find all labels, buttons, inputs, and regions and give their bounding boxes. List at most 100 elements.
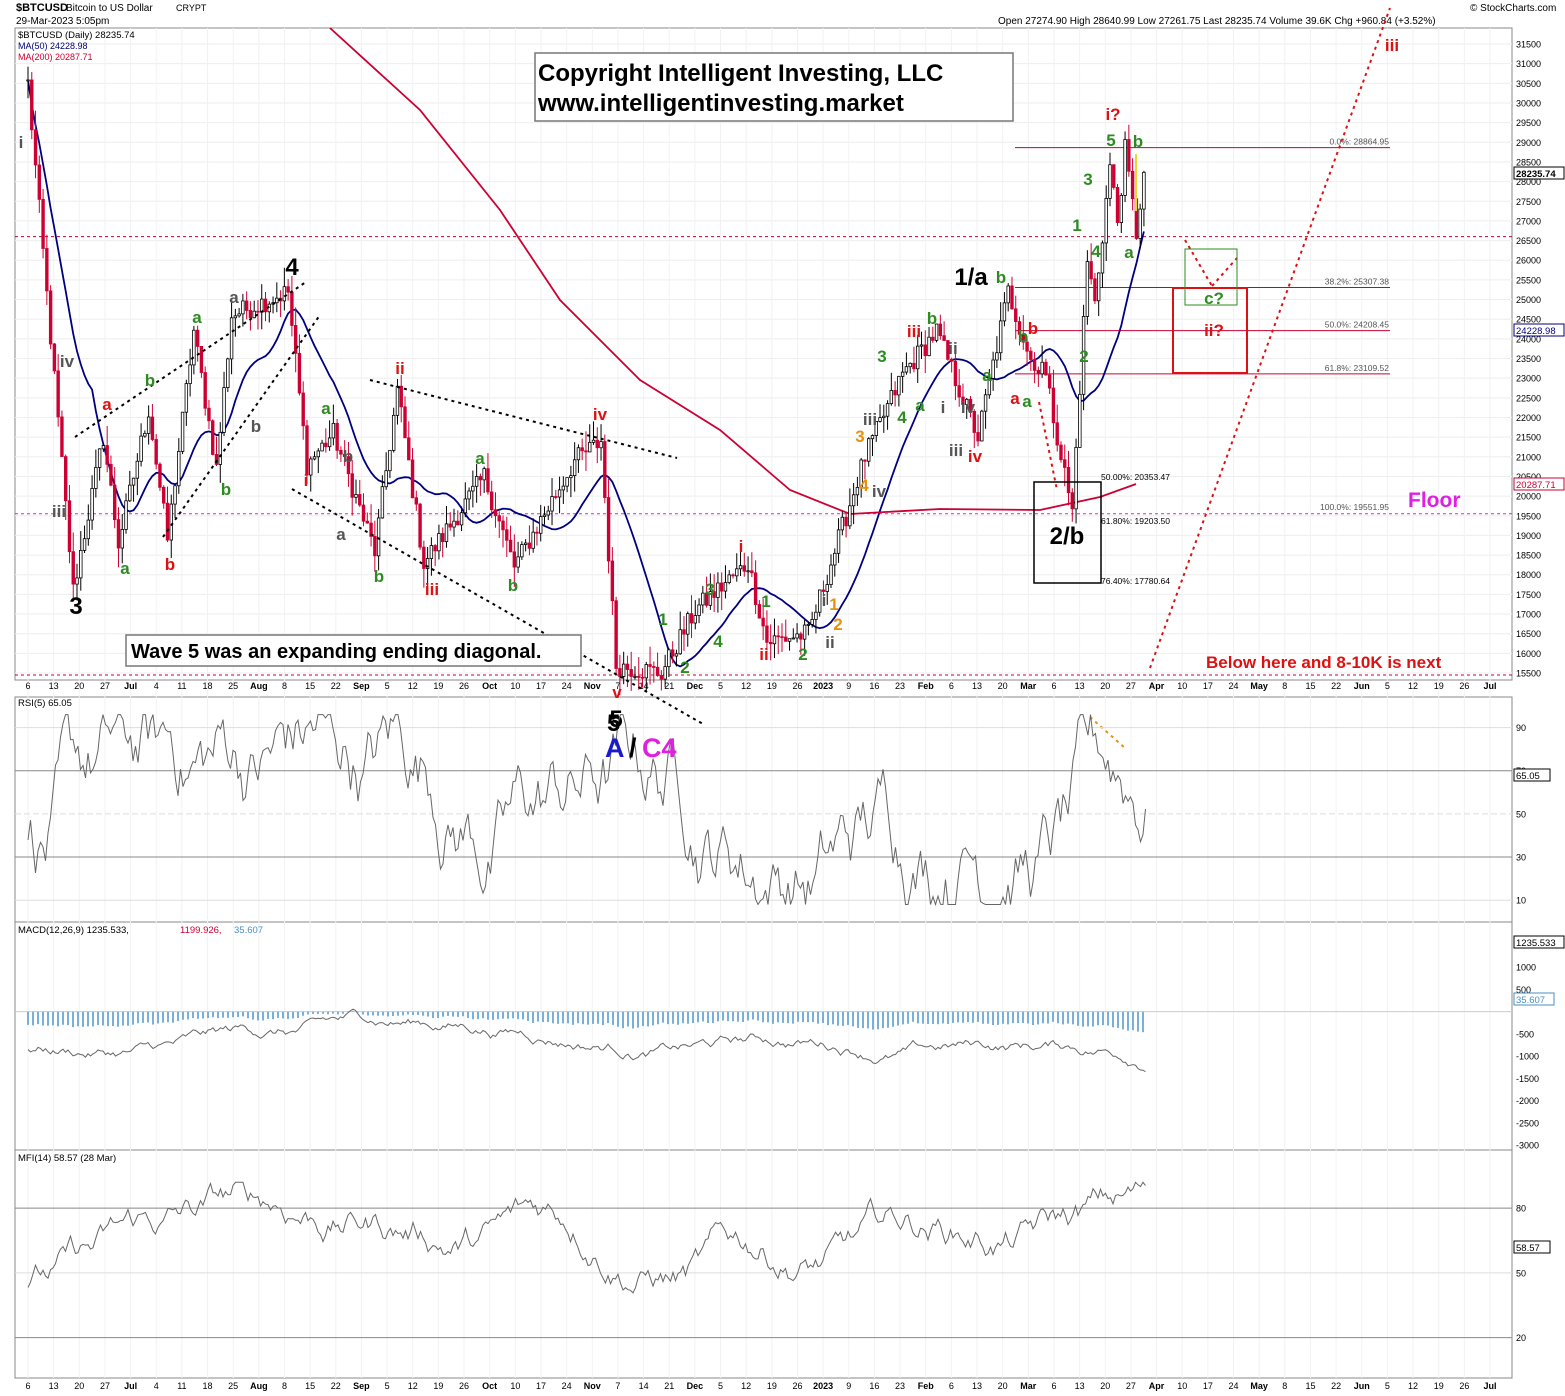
x-tick-label-bottom: 12: [741, 1381, 751, 1391]
candle-body: [931, 336, 935, 341]
wave-label: 3: [877, 347, 886, 366]
x-tick-label-bottom: 14: [639, 1381, 649, 1391]
x-tick-label-bottom: 6: [1051, 1381, 1056, 1391]
candle-body: [335, 422, 339, 451]
candle-body: [440, 533, 445, 543]
wave-label: i?: [1105, 105, 1120, 124]
candle-body: [203, 372, 207, 409]
diagonal-trendline-upper: [74, 281, 307, 438]
wave-label: 5: [1106, 131, 1115, 150]
mfi-tick-label: 20: [1516, 1333, 1526, 1343]
candle-body: [987, 377, 992, 396]
candle-body: [478, 476, 483, 481]
candle-body: [851, 494, 856, 507]
rsi-line: [27, 714, 1146, 907]
candle-body: [1112, 164, 1116, 188]
ma200-tag-text: 20287.71: [1516, 480, 1556, 491]
price-tick-label: 26000: [1516, 256, 1541, 266]
candle-body: [772, 635, 777, 645]
candle-body: [584, 450, 588, 453]
candle-body: [923, 344, 927, 357]
x-tick-label: 24: [1229, 681, 1239, 691]
candle-body: [124, 500, 128, 530]
candle-body: [818, 589, 822, 613]
candle-body: [1115, 187, 1120, 223]
x-tick-label: Jun: [1354, 681, 1370, 691]
candle-body: [154, 439, 158, 465]
candle-body: [1123, 139, 1127, 196]
candle-body: [358, 494, 362, 506]
x-tick-label: 19: [767, 681, 777, 691]
candle-body: [1081, 316, 1086, 395]
candle-body: [158, 463, 162, 488]
candle-body: [41, 198, 45, 249]
x-tick-label-bottom: 8: [282, 1381, 287, 1391]
wave-label: b: [1018, 327, 1028, 346]
candle-body: [848, 505, 852, 527]
candle-body: [919, 344, 924, 347]
candle-body: [1074, 447, 1078, 510]
wave-label: i: [941, 398, 946, 417]
candle-body: [686, 613, 690, 635]
candle-body: [916, 345, 920, 370]
x-tick-label-bottom: 24: [1229, 1381, 1239, 1391]
ending-diagonal-lower: [291, 488, 704, 725]
x-tick-label: 5: [385, 681, 390, 691]
candle-body: [327, 437, 332, 448]
candle-body: [836, 529, 841, 554]
candle-body: [719, 582, 724, 592]
candle-body: [946, 340, 950, 360]
candle-body: [493, 509, 498, 517]
wave-label: 3: [69, 593, 82, 620]
x-tick-label: 26: [1459, 681, 1469, 691]
candle-body: [802, 624, 807, 640]
wave-label: b: [251, 417, 261, 436]
x-tick-label: 20: [1100, 681, 1110, 691]
x-tick-label-bottom: 20: [998, 1381, 1008, 1391]
candle-body: [821, 589, 826, 592]
candle-body: [1096, 272, 1101, 302]
ma200-line: [329, 27, 1137, 515]
wave-label: b: [1133, 132, 1143, 151]
x-tick-label-bottom: 13: [972, 1381, 982, 1391]
wave-label: a: [915, 396, 925, 415]
candle-body: [162, 486, 166, 504]
x-tick-label: 12: [1408, 681, 1418, 691]
x-tick-label-bottom: 26: [1459, 1381, 1469, 1391]
candle-body: [637, 675, 641, 678]
wave-label: a: [120, 559, 130, 578]
candle-body: [486, 468, 490, 493]
x-tick-label-bottom: Feb: [918, 1381, 935, 1391]
x-tick-label: Dec: [687, 681, 704, 691]
candle-body: [346, 456, 351, 475]
candle-body: [380, 486, 385, 519]
candle-body: [324, 442, 328, 448]
candle-body: [452, 520, 456, 528]
wave-label: b: [145, 371, 155, 390]
candle-body: [995, 352, 999, 361]
candle-body: [942, 335, 946, 341]
candle-body: [746, 570, 750, 573]
wave-label: b: [996, 268, 1006, 287]
candle-body: [30, 79, 34, 131]
wave-label: a: [321, 399, 331, 418]
wave2b-box: [1033, 481, 1102, 584]
candle-body: [403, 406, 407, 439]
x-tick-label: 20: [998, 681, 1008, 691]
x-tick-label: 6: [1051, 681, 1056, 691]
x-tick-label-bottom: 22: [1331, 1381, 1341, 1391]
fib-bottom-label: 76.40%: 17780.64: [1101, 576, 1170, 586]
candle-body: [180, 411, 185, 452]
candle-body: [1078, 393, 1082, 448]
candle-body: [520, 544, 524, 558]
slash-label: /: [629, 733, 637, 763]
candle-body: [908, 362, 912, 368]
last-price-tag-text: 28235.74: [1516, 169, 1556, 180]
rsi-legend: RSI(5) 65.05: [18, 698, 72, 709]
candle-body: [56, 370, 60, 418]
candle-body: [859, 459, 863, 488]
wave-label: ii: [825, 633, 834, 652]
x-tick-label: 22: [1331, 681, 1341, 691]
wave-label: a: [336, 525, 346, 544]
x-tick-label-bottom: 8: [1282, 1381, 1287, 1391]
